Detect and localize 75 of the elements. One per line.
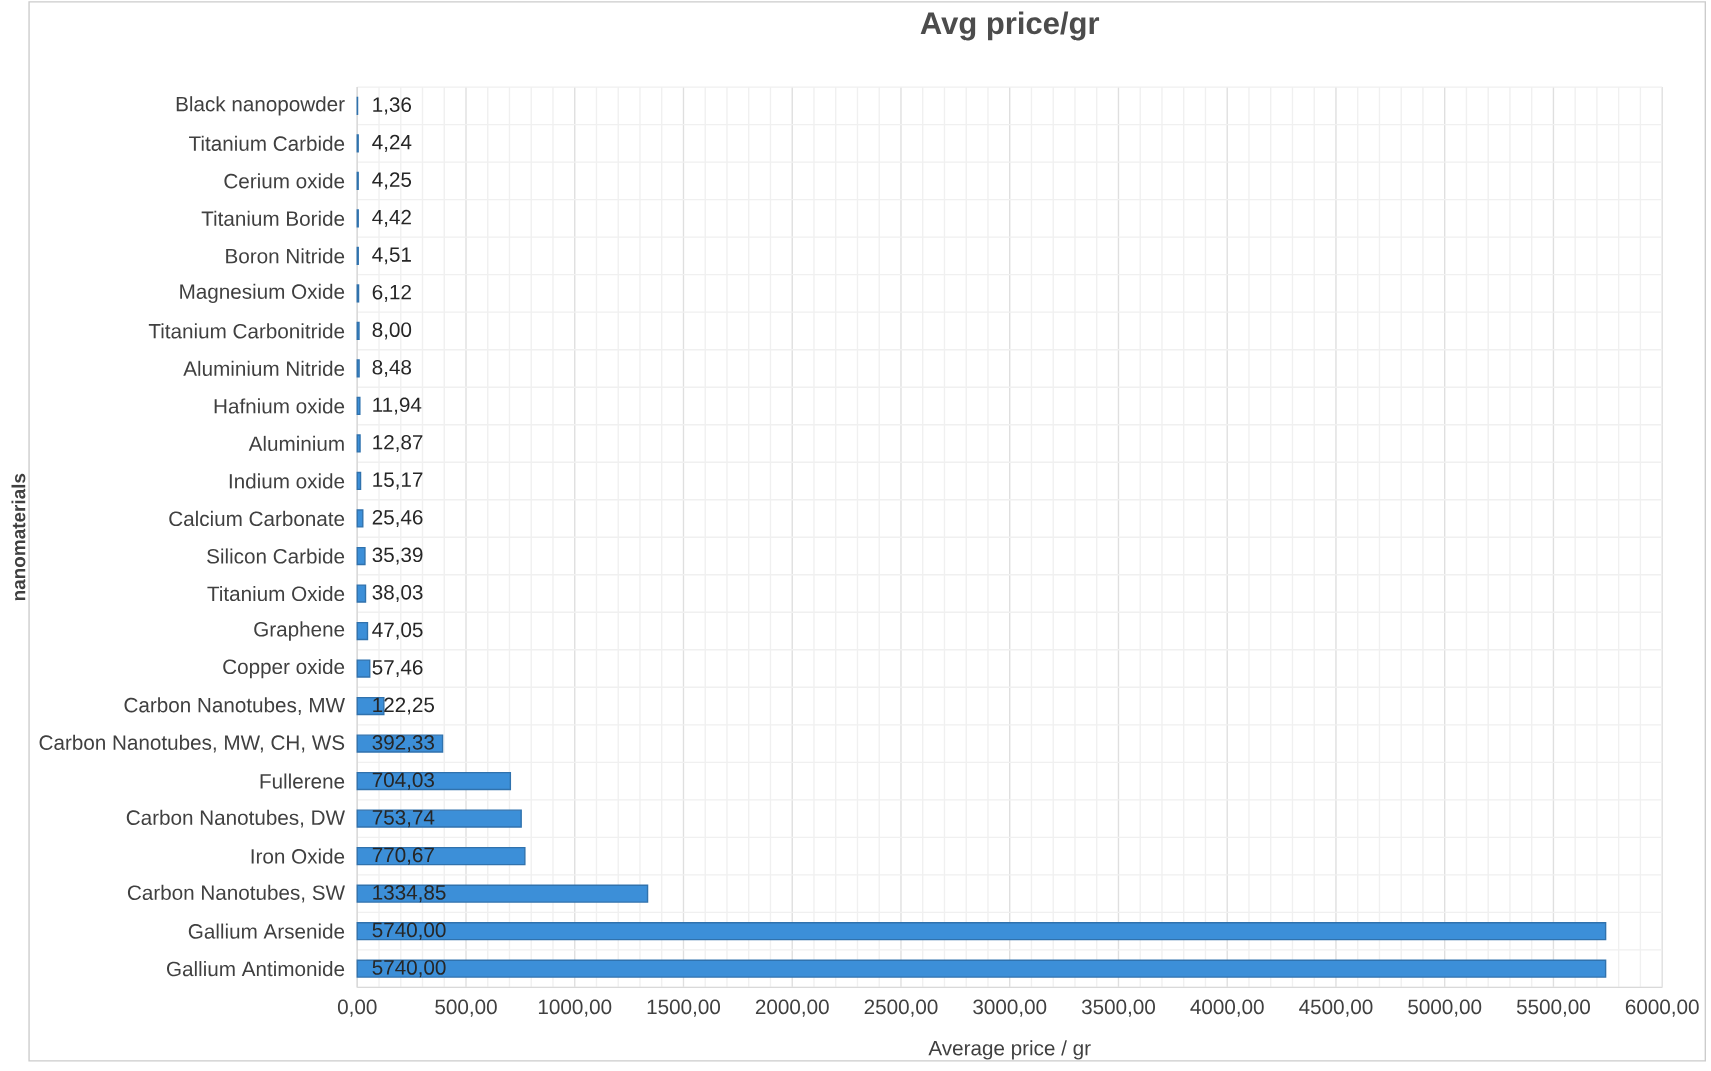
y-tick-label: Titanium Boride <box>201 210 345 226</box>
y-tick-label: Aluminium Nitride <box>183 360 345 377</box>
x-tick-label: 4500,00 <box>1299 999 1373 1017</box>
data-label: 25,46 <box>372 509 423 528</box>
y-tick-label: Magnesium Oxide <box>180 283 345 304</box>
data-label: 770,67 <box>372 847 434 865</box>
data-label: 57,46 <box>372 660 423 678</box>
data-label: 4,25 <box>372 172 412 190</box>
y-tick-label: Indium oxide <box>229 473 345 489</box>
y-tick-label: Titanium Carbonitride <box>148 323 345 339</box>
x-tick-label: 0,00 <box>337 999 377 1017</box>
y-tick-label: Fullerene <box>260 773 345 789</box>
y-tick-label: Titanium Carbide <box>189 135 345 151</box>
x-tick-label: 2500,00 <box>864 999 938 1017</box>
y-axis-title: nanomaterials <box>11 473 26 601</box>
data-label: 12,87 <box>373 434 423 453</box>
data-label: 15,17 <box>373 472 423 490</box>
bar <box>356 809 522 828</box>
bar <box>356 584 367 603</box>
data-label: 6,12 <box>372 284 411 302</box>
y-tick-label: Carbon Nanotubes, SW <box>127 884 345 903</box>
x-tick-label: 1500,00 <box>647 999 721 1017</box>
y-tick-label: Titanium Oxide <box>207 585 345 602</box>
x-tick-label: 2000,00 <box>755 999 829 1017</box>
y-tick-label: Carbon Nanotubes, MW <box>124 697 345 715</box>
data-label: 1,36 <box>373 97 412 115</box>
y-tick-label: Aluminium <box>248 435 344 452</box>
bar <box>356 621 369 641</box>
x-axis-title: Average price / gr <box>928 1040 1091 1060</box>
y-tick-label: Iron Oxide <box>251 848 345 864</box>
y-tick-label: Hafnium oxide <box>214 398 345 414</box>
y-tick-label: Calcium Carbonate <box>169 510 345 527</box>
bar <box>356 509 364 528</box>
chart-title: Avg price/gr <box>920 11 1100 41</box>
data-label: 11,94 <box>373 397 422 415</box>
data-label: 4,42 <box>372 209 411 227</box>
y-tick-label: Black nanopowder <box>176 96 345 116</box>
bar <box>356 659 371 678</box>
y-tick-label: Carbon Nanotubes, MW, CH, WS <box>39 734 345 753</box>
bar <box>356 434 361 453</box>
data-label: 35,39 <box>372 547 423 565</box>
y-tick-label: Graphene <box>254 621 345 641</box>
bar <box>356 546 366 566</box>
data-label: 5740,00 <box>372 922 446 940</box>
bar <box>356 396 361 416</box>
y-tick-label: Boron Nitride <box>226 248 345 264</box>
x-tick-label: 1000,00 <box>538 999 612 1017</box>
y-tick-label: Copper oxide <box>223 658 345 679</box>
bar <box>356 959 1607 978</box>
x-tick-label: 5500,00 <box>1516 999 1590 1017</box>
y-tick-label: Gallium Arsenide <box>188 923 345 939</box>
bar <box>356 922 1607 941</box>
data-label: 38,03 <box>372 585 423 603</box>
x-tick-label: 6000,00 <box>1625 999 1699 1017</box>
data-label: 8,00 <box>372 322 412 340</box>
x-tick-label: 500,00 <box>435 999 497 1017</box>
y-tick-label: Gallium Antimonide <box>166 961 345 977</box>
x-tick-label: 3000,00 <box>973 999 1047 1017</box>
x-tick-label: 5000,00 <box>1408 999 1482 1017</box>
data-label: 5740,00 <box>372 960 446 978</box>
data-label: 4,51 <box>372 247 411 265</box>
data-label: 704,03 <box>372 772 434 790</box>
data-label: 8,48 <box>372 359 412 377</box>
data-label: 4,24 <box>372 134 412 152</box>
data-label: 47,05 <box>372 622 423 640</box>
x-tick-label: 4000,00 <box>1190 999 1264 1017</box>
y-tick-label: Cerium oxide <box>224 173 345 189</box>
bar <box>356 846 526 866</box>
y-tick-label: Carbon Nanotubes, DW <box>126 809 345 828</box>
x-tick-label: 3500,00 <box>1081 999 1155 1017</box>
bar <box>356 884 649 903</box>
y-tick-label: Silicon Carbide <box>207 548 345 564</box>
data-label: 753,74 <box>372 810 435 828</box>
data-label: 1334,85 <box>373 885 446 903</box>
data-label: 392,33 <box>372 735 434 753</box>
